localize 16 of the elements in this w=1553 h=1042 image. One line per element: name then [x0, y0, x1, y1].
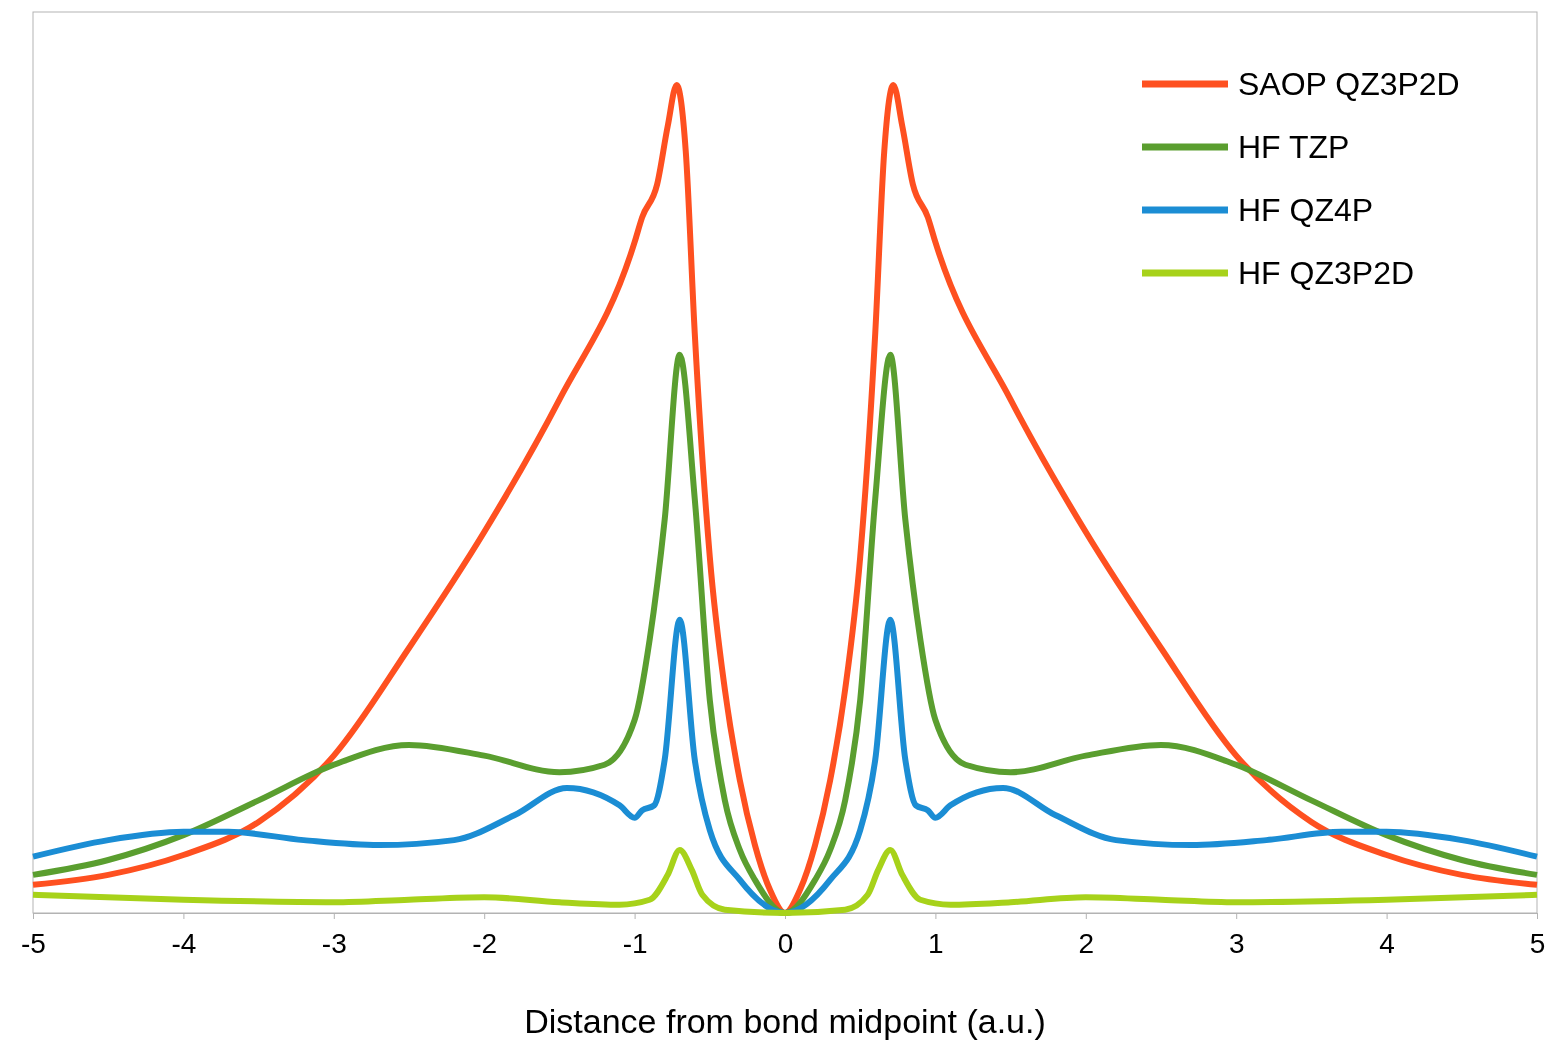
x-tick-label: 3: [1228, 927, 1245, 959]
legend-label: SAOP QZ3P2D: [1238, 66, 1460, 102]
x-tick-label: -3: [321, 927, 347, 959]
legend-label: HF QZ4P: [1238, 192, 1374, 228]
x-tick-label: -1: [622, 927, 648, 959]
legend-label: HF TZP: [1238, 129, 1350, 165]
x-tick-label: 1: [928, 927, 944, 959]
x-tick-label: 4: [1379, 927, 1395, 959]
x-axis-title: Distance from bond midpoint (a.u.): [524, 1002, 1046, 1040]
x-tick-label: -4: [171, 927, 197, 959]
legend-label: HF QZ3P2D: [1238, 255, 1415, 291]
x-tick-label: 2: [1078, 927, 1095, 959]
x-tick-label: -5: [21, 927, 46, 959]
x-tick-label: 0: [777, 927, 794, 959]
x-tick-label: -2: [472, 927, 498, 959]
x-tick-label: 5: [1529, 927, 1546, 959]
